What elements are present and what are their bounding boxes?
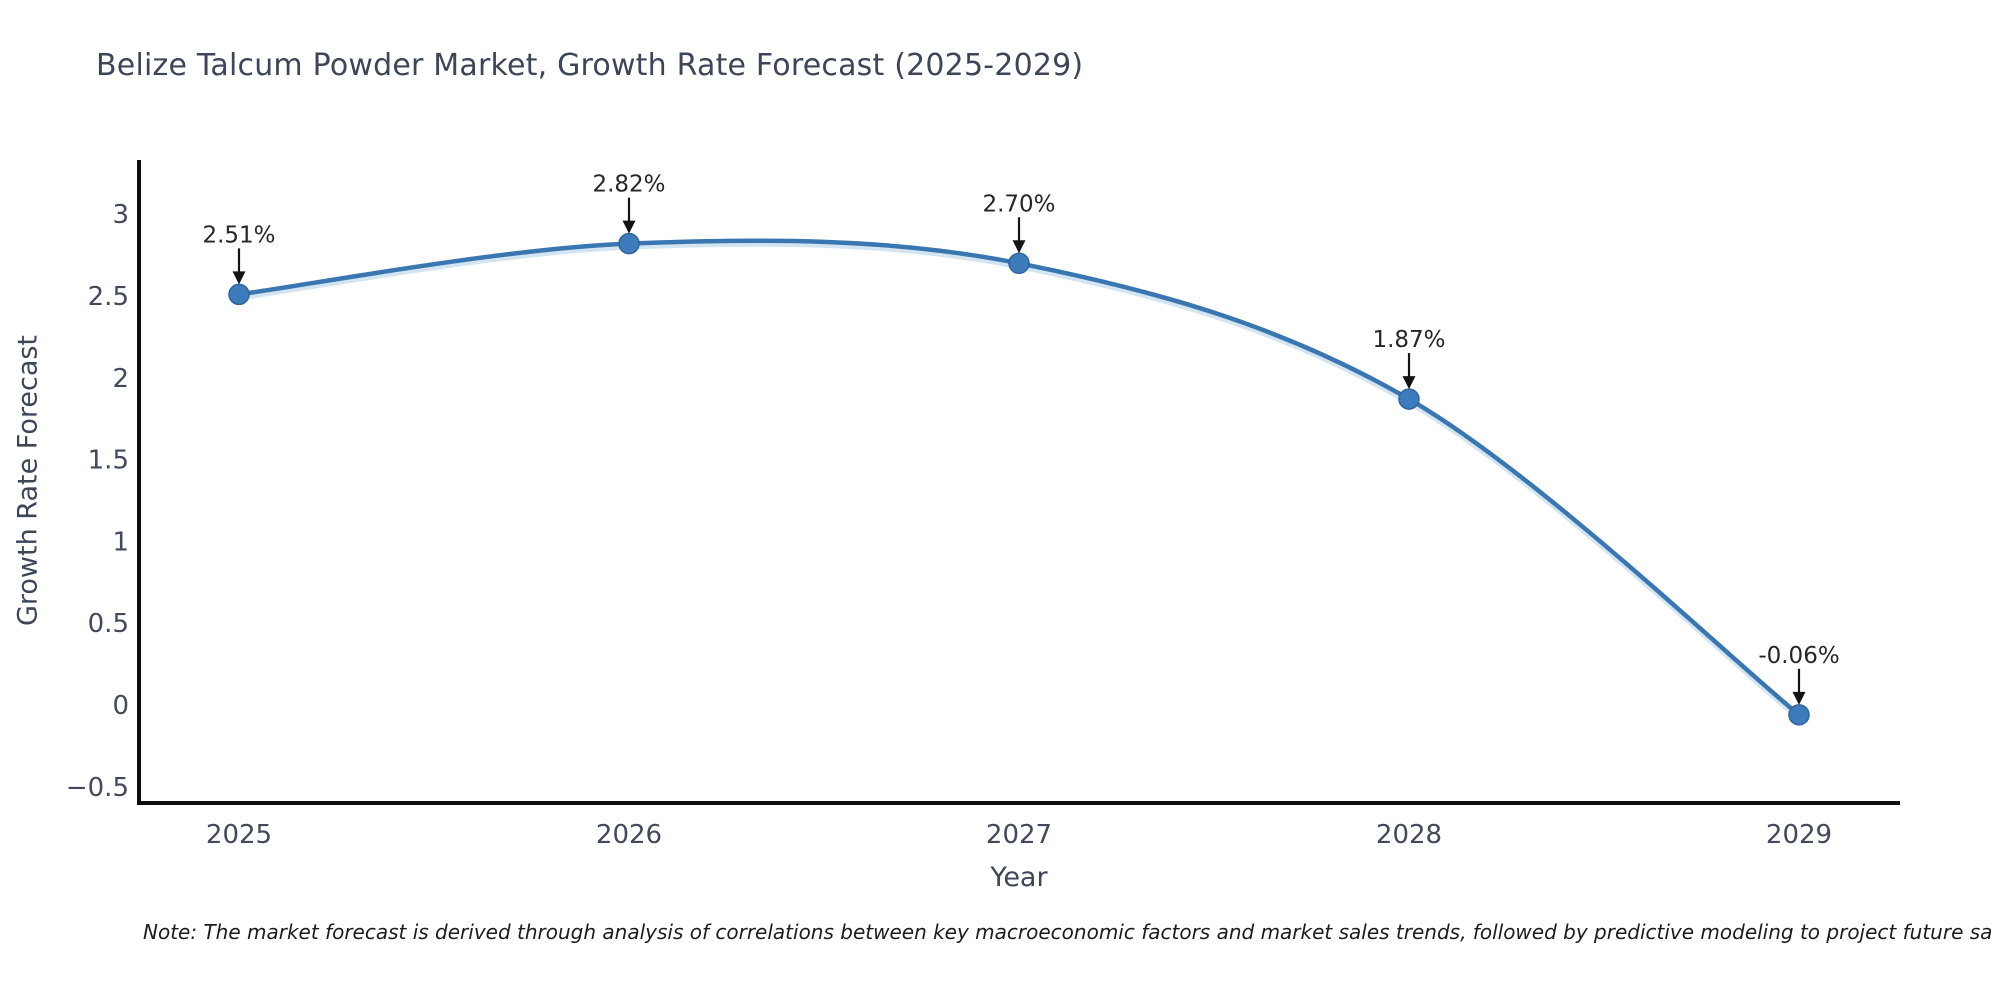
point-annotation: 2.70%: [982, 191, 1055, 217]
annotation-arrowhead: [232, 271, 246, 285]
data-point-2025: [228, 283, 250, 306]
data-point-2029: [1788, 704, 1810, 726]
y-tick-label: 1.5: [88, 446, 129, 476]
point-annotation: 1.87%: [1372, 327, 1445, 353]
x-tick-label: 2028: [1376, 820, 1442, 850]
y-tick-label: 3: [112, 200, 129, 230]
data-point-2026: [618, 232, 640, 255]
annotation-arrowhead: [1792, 691, 1806, 705]
x-tick-label: 2025: [206, 820, 272, 850]
footnote: Note: The market forecast is derived thr…: [143, 920, 1993, 944]
x-tick-label: 2029: [1766, 820, 1832, 850]
forecast-line: [236, 238, 1802, 718]
point-annotation: 2.82%: [592, 172, 665, 198]
data-point-2028: [1398, 388, 1420, 410]
y-tick-label: 2.5: [88, 282, 129, 312]
point-annotation: -0.06%: [1758, 643, 1839, 669]
annotation-arrowhead: [622, 220, 636, 234]
y-tick-label: −0.5: [66, 773, 129, 803]
annotation-arrowhead: [1012, 240, 1026, 254]
point-annotation: 2.51%: [202, 222, 275, 248]
y-tick-label: 1: [112, 527, 129, 557]
x-tick-label: 2026: [596, 820, 662, 850]
x-axis-title: Year: [990, 862, 1048, 893]
y-tick-label: 0: [112, 691, 129, 721]
forecast-line-halo: [238, 240, 1801, 721]
x-tick-label: 2027: [986, 820, 1052, 850]
y-tick-label: 2: [112, 364, 129, 394]
annotation-arrowhead: [1402, 376, 1416, 390]
data-point-2027: [1008, 252, 1030, 275]
chart-title: Belize Talcum Powder Market, Growth Rate…: [96, 48, 1084, 83]
y-tick-label: 0.5: [88, 609, 129, 639]
